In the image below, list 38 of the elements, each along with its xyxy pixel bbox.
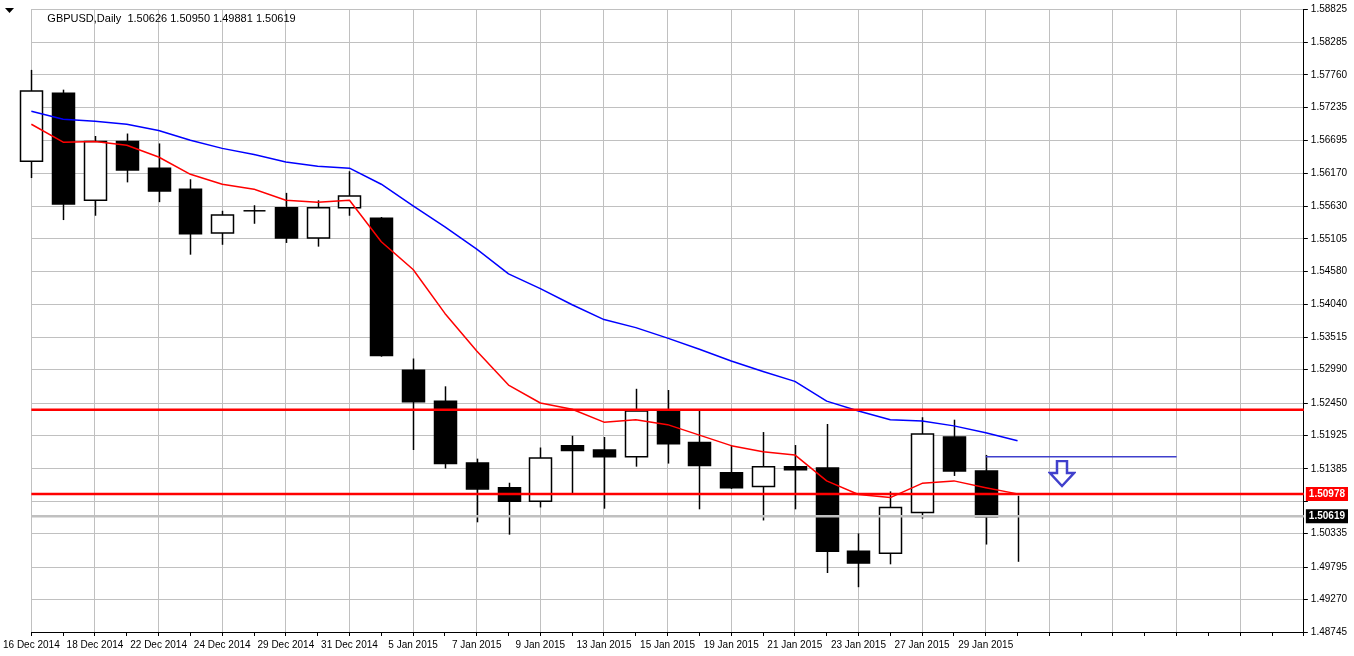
x-tick-label: 29 Dec 2014 xyxy=(257,638,315,650)
y-tick-label: 1.49795 xyxy=(1310,560,1348,572)
x-tick-label: 18 Dec 2014 xyxy=(66,638,124,650)
x-tick-label: 13 Jan 2015 xyxy=(576,638,632,650)
x-tick-label: 19 Jan 2015 xyxy=(703,638,760,650)
y-tick-label: 1.54580 xyxy=(1310,265,1348,277)
x-tick-label: 21 Jan 2015 xyxy=(767,638,823,650)
y-tick-label: 1.52990 xyxy=(1310,363,1348,375)
x-tick-label: 9 Jan 2015 xyxy=(515,638,566,650)
y-tick-label: 1.53515 xyxy=(1310,330,1348,342)
y-tick-label: 1.48745 xyxy=(1310,625,1348,637)
y-tick-label: 1.57235 xyxy=(1310,101,1348,113)
ref-line-label: 1.50619 xyxy=(1308,509,1346,521)
x-tick-label: 15 Jan 2015 xyxy=(640,638,696,650)
y-tick-label: 1.55105 xyxy=(1310,232,1348,244)
chart-title: GBPUSD,Daily 1.50626 1.50950 1.49881 1.50619 xyxy=(47,11,296,24)
y-tick-label: 1.54040 xyxy=(1310,298,1348,310)
y-tick-label: 1.58285 xyxy=(1310,36,1348,48)
x-tick-label: 7 Jan 2015 xyxy=(451,638,502,650)
x-tick-label: 27 Jan 2015 xyxy=(894,638,951,650)
y-tick-label: 1.55630 xyxy=(1310,200,1348,212)
ref-line-label: 1.50978 xyxy=(1308,487,1346,499)
y-tick-label: 1.56695 xyxy=(1310,134,1348,146)
y-tick-label: 1.50335 xyxy=(1310,527,1348,539)
x-tick-label: 16 Dec 2014 xyxy=(3,638,61,650)
y-tick-label: 1.58825 xyxy=(1310,2,1348,14)
y-tick-label: 1.51385 xyxy=(1310,462,1348,474)
y-tick-label: 1.56170 xyxy=(1310,166,1348,178)
x-tick-label: 29 Jan 2015 xyxy=(958,638,1014,650)
x-tick-label: 31 Dec 2014 xyxy=(321,638,379,650)
y-tick-label: 1.51925 xyxy=(1310,429,1348,441)
x-tick-label: 22 Dec 2014 xyxy=(130,638,188,650)
y-tick-label: 1.49270 xyxy=(1310,593,1348,605)
x-tick-label: 23 Jan 2015 xyxy=(830,638,887,650)
y-tick-label: 1.52450 xyxy=(1310,396,1348,408)
x-tick-label: 5 Jan 2015 xyxy=(388,638,439,650)
x-tick-label: 24 Dec 2014 xyxy=(193,638,252,650)
y-tick-label: 1.57760 xyxy=(1310,68,1348,80)
